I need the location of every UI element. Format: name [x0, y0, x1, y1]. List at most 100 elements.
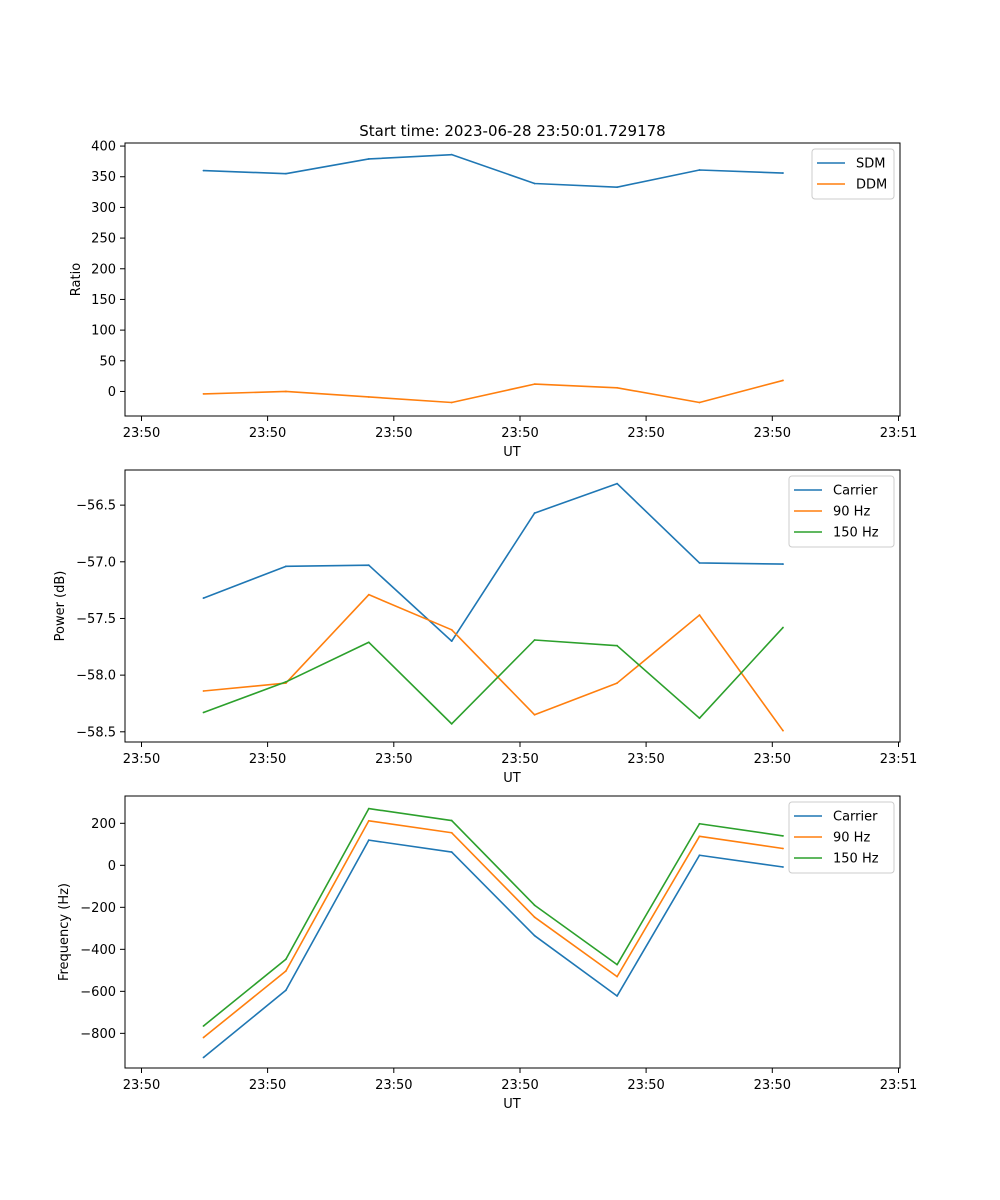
- legend: Carrier 90 Hz 150 Hz: [788, 475, 895, 548]
- x-tick-label: 23:51: [880, 1078, 917, 1093]
- x-axis-label: UT: [503, 771, 521, 786]
- data-point: [367, 819, 370, 822]
- data-point: [367, 593, 370, 596]
- y-tick-label: −58.0: [76, 669, 116, 684]
- chart-panels: 23:50 23:50 23:50 23:50 23:50 23:50 23:51 0 50 10…: [53, 140, 917, 1112]
- y-tick-label: 200: [91, 262, 116, 277]
- legend-label: Carrier: [833, 810, 878, 825]
- chart-panel-2: 23:50 23:50 23:50 23:50 23:50 23:50 23:51 −58.5…: [53, 469, 917, 786]
- y-tick-label: 100: [91, 324, 116, 339]
- data-point: [450, 153, 453, 156]
- y-tick-label: 150: [91, 293, 116, 308]
- y-axis-label: Power (dB): [53, 571, 68, 642]
- data-point: [202, 597, 205, 599]
- data-point: [450, 831, 453, 834]
- series-carrier: [202, 839, 784, 1059]
- x-tick-label: 23:50: [375, 752, 412, 767]
- series-line: [203, 593, 784, 732]
- data-point: [782, 563, 784, 565]
- series-carrier: [202, 482, 784, 643]
- data-point: [450, 640, 453, 643]
- data-point: [285, 390, 287, 393]
- data-point: [616, 963, 618, 966]
- series-line: [202, 819, 784, 1039]
- data-point: [533, 512, 536, 514]
- data-point: [698, 614, 701, 616]
- y-axis-label: Frequency (Hz): [57, 883, 72, 981]
- x-tick-label: 23:50: [754, 1078, 791, 1093]
- x-tick-label: 23:50: [754, 426, 791, 441]
- y-axis-ticks: 0 50 100 150 200 250 300 350 400: [91, 140, 125, 400]
- data-point: [285, 172, 287, 175]
- x-axis-label: UT: [503, 445, 521, 460]
- series-150-hz: [202, 807, 784, 1027]
- data-point: [782, 866, 784, 868]
- data-point: [616, 682, 618, 684]
- data-point: [616, 975, 618, 978]
- legend: Carrier 90 Hz 150 Hz: [788, 801, 895, 874]
- data-point: [450, 819, 453, 822]
- y-tick-label: −57.5: [76, 612, 116, 627]
- x-tick-label: 23:50: [627, 426, 664, 441]
- data-point: [616, 644, 618, 647]
- y-axis-ticks: −800 −600 −400 −200 0 200: [80, 817, 125, 1042]
- legend-label: SDM: [856, 157, 885, 172]
- x-tick-label: 23:50: [627, 752, 664, 767]
- data-point: [616, 386, 618, 389]
- data-point: [533, 916, 536, 919]
- y-tick-label: −800: [80, 1027, 116, 1042]
- data-point: [782, 626, 784, 629]
- data-point: [285, 681, 287, 683]
- y-tick-label: −58.5: [76, 725, 116, 740]
- y-tick-label: 50: [99, 354, 116, 369]
- legend-label: DDM: [856, 178, 887, 193]
- y-axis-label: Ratio: [69, 263, 84, 296]
- data-point: [698, 169, 701, 171]
- y-tick-label: −57.0: [76, 555, 116, 570]
- plot-area-frame: [124, 469, 901, 743]
- y-tick-label: 400: [91, 140, 116, 155]
- x-tick-label: 23:50: [501, 426, 538, 441]
- series-line: [203, 379, 784, 404]
- data-point: [367, 641, 370, 644]
- data-point: [782, 835, 784, 837]
- y-tick-label: 350: [91, 170, 116, 185]
- x-axis-ticks: 23:50 23:50 23:50 23:50 23:50 23:50 23:51: [123, 742, 917, 767]
- x-tick-label: 23:50: [375, 426, 412, 441]
- y-tick-label: 250: [91, 232, 116, 247]
- legend-frame: [788, 801, 895, 874]
- series-90-hz: [202, 819, 784, 1039]
- legend-label: 90 Hz: [833, 505, 870, 520]
- data-point: [285, 970, 287, 972]
- data-point: [698, 717, 701, 720]
- y-tick-label: −400: [80, 943, 116, 958]
- y-tick-label: 0: [108, 859, 116, 874]
- x-axis-ticks: 23:50 23:50 23:50 23:50 23:50 23:50 23:51: [123, 1068, 917, 1093]
- data-point: [202, 1025, 205, 1027]
- data-point: [616, 482, 618, 485]
- x-tick-label: 23:50: [249, 426, 286, 441]
- x-tick-label: 23:51: [880, 752, 917, 767]
- x-tick-label: 23:51: [880, 426, 917, 441]
- data-point: [533, 713, 536, 716]
- data-point: [533, 934, 536, 937]
- legend-frame: [811, 148, 895, 200]
- data-point: [782, 847, 784, 850]
- x-tick-label: 23:50: [249, 1078, 286, 1093]
- x-axis-ticks: 23:50 23:50 23:50 23:50 23:50 23:50 23:51: [123, 416, 917, 441]
- data-point: [616, 995, 618, 997]
- y-tick-label: 300: [91, 201, 116, 216]
- data-point: [698, 562, 701, 564]
- figure-title: Start time: 2023-06-28 23:50:01.729178: [359, 122, 665, 140]
- data-point: [367, 396, 370, 398]
- series-line: [203, 153, 784, 188]
- data-point: [782, 729, 784, 732]
- x-tick-label: 23:50: [123, 426, 160, 441]
- data-point: [533, 639, 536, 641]
- series-ddm: [202, 379, 784, 404]
- y-axis-ticks: −58.5 −58.0 −57.5 −57.0 −56.5: [76, 499, 125, 740]
- y-tick-label: 200: [91, 817, 116, 832]
- x-tick-label: 23:50: [123, 1078, 160, 1093]
- legend-label: 150 Hz: [833, 852, 879, 867]
- data-point: [450, 401, 453, 404]
